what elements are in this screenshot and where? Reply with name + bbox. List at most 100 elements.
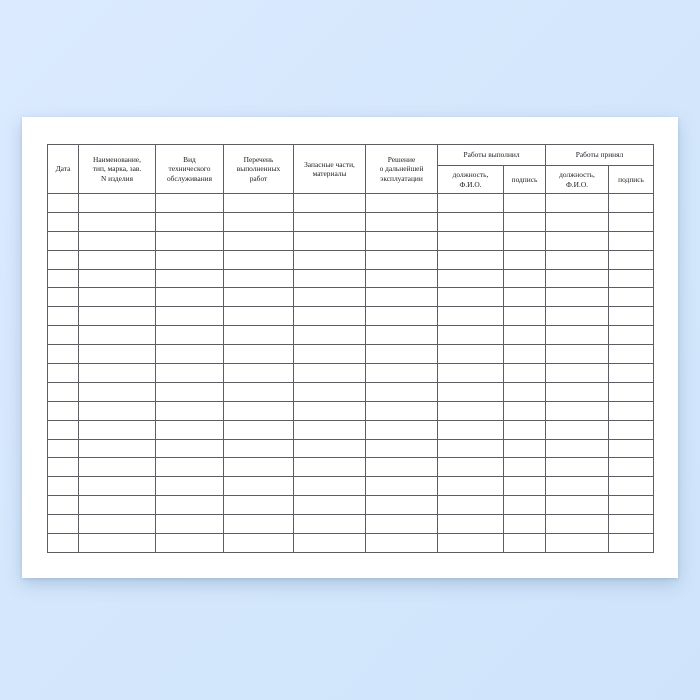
table-cell-date[interactable] bbox=[47, 381, 79, 402]
table-cell-performed-signature[interactable] bbox=[503, 381, 546, 402]
table-cell-performed-signature[interactable] bbox=[503, 325, 546, 346]
table-row[interactable] bbox=[47, 211, 655, 232]
table-cell-name[interactable] bbox=[78, 495, 156, 516]
table-cell-performed-position[interactable] bbox=[437, 476, 504, 497]
table-cell-parts[interactable] bbox=[293, 476, 366, 497]
table-cell-type[interactable] bbox=[155, 419, 224, 440]
table-cell-name[interactable] bbox=[78, 325, 156, 346]
table-cell-type[interactable] bbox=[155, 533, 224, 553]
table-cell-accepted-signature[interactable] bbox=[607, 268, 655, 289]
table-cell-decision[interactable] bbox=[365, 306, 438, 327]
table-cell-performed-signature[interactable] bbox=[503, 457, 546, 478]
table-cell-name[interactable] bbox=[78, 514, 156, 535]
table-cell-accepted-position[interactable] bbox=[545, 438, 609, 459]
table-cell-accepted-signature[interactable] bbox=[607, 381, 655, 402]
table-cell-type[interactable] bbox=[155, 325, 224, 346]
table-cell-date[interactable] bbox=[47, 306, 79, 327]
table-row[interactable] bbox=[47, 457, 655, 478]
table-cell-accepted-position[interactable] bbox=[545, 230, 609, 251]
table-cell-accepted-signature[interactable] bbox=[607, 287, 655, 308]
table-cell-performed-position[interactable] bbox=[437, 514, 504, 535]
table-row[interactable] bbox=[47, 533, 655, 553]
table-cell-parts[interactable] bbox=[293, 495, 366, 516]
table-cell-accepted-position[interactable] bbox=[545, 381, 609, 402]
table-cell-list[interactable] bbox=[223, 381, 294, 402]
table-cell-parts[interactable] bbox=[293, 249, 366, 270]
table-cell-type[interactable] bbox=[155, 306, 224, 327]
table-cell-parts[interactable] bbox=[293, 400, 366, 421]
table-cell-decision[interactable] bbox=[365, 514, 438, 535]
table-cell-performed-signature[interactable] bbox=[503, 287, 546, 308]
table-cell-accepted-signature[interactable] bbox=[607, 230, 655, 251]
table-cell-type[interactable] bbox=[155, 495, 224, 516]
table-cell-accepted-position[interactable] bbox=[545, 363, 609, 383]
table-cell-name[interactable] bbox=[78, 193, 156, 213]
table-cell-list[interactable] bbox=[223, 344, 294, 365]
table-cell-type[interactable] bbox=[155, 193, 224, 213]
table-cell-decision[interactable] bbox=[365, 211, 438, 232]
table-cell-list[interactable] bbox=[223, 438, 294, 459]
table-cell-date[interactable] bbox=[47, 438, 79, 459]
table-cell-list[interactable] bbox=[223, 287, 294, 308]
table-cell-parts[interactable] bbox=[293, 325, 366, 346]
table-cell-name[interactable] bbox=[78, 363, 156, 383]
table-cell-date[interactable] bbox=[47, 419, 79, 440]
table-cell-accepted-position[interactable] bbox=[545, 514, 609, 535]
table-cell-parts[interactable] bbox=[293, 211, 366, 232]
table-cell-name[interactable] bbox=[78, 211, 156, 232]
table-row[interactable] bbox=[47, 249, 655, 270]
table-cell-performed-position[interactable] bbox=[437, 495, 504, 516]
table-cell-performed-position[interactable] bbox=[437, 249, 504, 270]
table-row[interactable] bbox=[47, 344, 655, 365]
table-cell-decision[interactable] bbox=[365, 400, 438, 421]
table-cell-accepted-position[interactable] bbox=[545, 344, 609, 365]
table-cell-performed-position[interactable] bbox=[437, 419, 504, 440]
table-cell-performed-position[interactable] bbox=[437, 533, 504, 553]
table-cell-performed-signature[interactable] bbox=[503, 400, 546, 421]
table-cell-parts[interactable] bbox=[293, 193, 366, 213]
table-cell-type[interactable] bbox=[155, 400, 224, 421]
table-cell-name[interactable] bbox=[78, 268, 156, 289]
table-cell-accepted-position[interactable] bbox=[545, 400, 609, 421]
table-cell-parts[interactable] bbox=[293, 268, 366, 289]
table-cell-accepted-signature[interactable] bbox=[607, 476, 655, 497]
table-cell-performed-signature[interactable] bbox=[503, 193, 546, 213]
table-cell-accepted-signature[interactable] bbox=[607, 344, 655, 365]
table-cell-performed-position[interactable] bbox=[437, 306, 504, 327]
table-cell-type[interactable] bbox=[155, 287, 224, 308]
table-cell-decision[interactable] bbox=[365, 457, 438, 478]
table-cell-accepted-signature[interactable] bbox=[607, 249, 655, 270]
table-cell-accepted-signature[interactable] bbox=[607, 400, 655, 421]
table-cell-performed-signature[interactable] bbox=[503, 476, 546, 497]
table-cell-performed-position[interactable] bbox=[437, 344, 504, 365]
table-cell-parts[interactable] bbox=[293, 287, 366, 308]
table-cell-parts[interactable] bbox=[293, 438, 366, 459]
table-cell-performed-signature[interactable] bbox=[503, 495, 546, 516]
table-cell-date[interactable] bbox=[47, 193, 79, 213]
table-cell-accepted-position[interactable] bbox=[545, 495, 609, 516]
table-cell-performed-position[interactable] bbox=[437, 287, 504, 308]
table-cell-decision[interactable] bbox=[365, 438, 438, 459]
table-cell-accepted-position[interactable] bbox=[545, 249, 609, 270]
table-cell-parts[interactable] bbox=[293, 419, 366, 440]
table-cell-parts[interactable] bbox=[293, 457, 366, 478]
table-cell-type[interactable] bbox=[155, 514, 224, 535]
table-cell-parts[interactable] bbox=[293, 381, 366, 402]
table-cell-date[interactable] bbox=[47, 514, 79, 535]
table-cell-decision[interactable] bbox=[365, 363, 438, 383]
table-cell-name[interactable] bbox=[78, 400, 156, 421]
table-cell-decision[interactable] bbox=[365, 287, 438, 308]
table-cell-decision[interactable] bbox=[365, 230, 438, 251]
table-cell-decision[interactable] bbox=[365, 249, 438, 270]
table-cell-accepted-position[interactable] bbox=[545, 457, 609, 478]
table-cell-performed-signature[interactable] bbox=[503, 438, 546, 459]
table-cell-type[interactable] bbox=[155, 211, 224, 232]
table-cell-parts[interactable] bbox=[293, 533, 366, 553]
table-cell-name[interactable] bbox=[78, 419, 156, 440]
table-cell-parts[interactable] bbox=[293, 514, 366, 535]
table-cell-list[interactable] bbox=[223, 457, 294, 478]
table-cell-accepted-signature[interactable] bbox=[607, 514, 655, 535]
table-cell-performed-signature[interactable] bbox=[503, 514, 546, 535]
table-cell-accepted-signature[interactable] bbox=[607, 533, 655, 553]
table-cell-list[interactable] bbox=[223, 476, 294, 497]
